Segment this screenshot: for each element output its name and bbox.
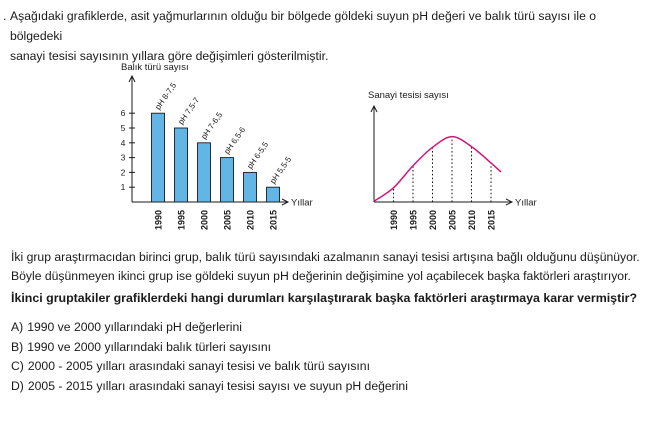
intro-line-1: Aşağıdaki grafiklerde, asit yağmurlarını… (10, 9, 597, 43)
option-b-letter: B) (11, 339, 24, 354)
fish-species-chart: Balık türü sayısı Yıllar 1 2 3 4 5 6 pH 8-7,5 199… (110, 60, 330, 238)
x-tick-label: 2005 (223, 210, 233, 230)
y-axis-title: Balık türü sayısı (121, 62, 189, 73)
bar-data-label: pH 6,5-6 (222, 125, 247, 156)
option-b-text: 1990 ve 2000 yıllarındaki balık türleri … (27, 339, 272, 354)
y-tick-label: 2 (121, 167, 126, 177)
x-tick-label: 2015 (487, 210, 497, 230)
bar (220, 157, 234, 203)
x-axis-arrow (281, 198, 290, 206)
x-tick-label: 2005 (448, 210, 458, 230)
x-tick-label: 2010 (467, 210, 477, 230)
paragraph-line-1: İki grup araştırmacıdan birinci grup, ba… (11, 250, 640, 264)
bar (151, 112, 165, 203)
fish-species-chart-svg: Balık türü sayısı Yıllar 1 2 3 4 5 6 pH 8-7,5 199… (121, 62, 313, 230)
bar-data-label: pH 7-6,5 (199, 110, 224, 141)
option-c[interactable]: C) 2000 - 2005 yılları arasındaki sanayi … (11, 357, 641, 377)
option-a-letter: A) (11, 320, 24, 334)
bar-data-label: pH 5,5-5 (268, 155, 293, 186)
industry-curve (373, 135, 502, 202)
x-tick-label: 1990 (389, 210, 399, 230)
bar-data-label: pH 6-5,5 (245, 140, 270, 171)
paragraph-line-2: Böyle düşünmeyen ikinci grup ise göldeki… (11, 269, 631, 283)
x-axis-title: Yıllar (291, 198, 313, 209)
x-axis-arrow (505, 198, 514, 206)
option-a[interactable]: A) 1990 ve 2000 yıllarındaki pH değerleri… (11, 318, 641, 338)
option-b[interactable]: B) 1990 ve 2000 yıllarındaki balık türler… (11, 338, 641, 358)
y-axis-arrow (128, 74, 136, 83)
industrial-facility-chart: Sanayi tesisi sayısı Yıllar 1990 1995 2000 20… (360, 86, 560, 238)
option-d-text: 2005 - 2015 yılları arasındaki sanayi te… (27, 378, 408, 393)
y-tick-label: 4 (121, 138, 126, 148)
y-tick-label: 5 (121, 123, 126, 133)
industrial-facility-chart-svg: Sanayi tesisi sayısı Yıllar 1990 1995 2000 20… (368, 90, 537, 230)
y-axis-arrow (370, 104, 378, 113)
bar (243, 171, 257, 203)
x-tick-label: 2000 (200, 210, 210, 230)
x-axis-title: Yıllar (515, 198, 537, 209)
y-tick-label: 3 (121, 153, 126, 163)
option-a-text: 1990 ve 2000 yıllarındaki pH değerlerini (27, 320, 242, 334)
x-tick-label: 2010 (246, 210, 256, 230)
x-tick-label: 1995 (409, 210, 419, 230)
option-c-letter: C) (11, 359, 24, 373)
y-axis-title: Sanayi tesisi sayısı (368, 90, 449, 101)
bar-data-label: pH 8-7,5 (153, 81, 178, 112)
y-tick-label: 6 (121, 108, 126, 118)
bar (266, 186, 280, 203)
question-stem: İkinci gruptakiler grafiklerdeki hangi d… (11, 291, 638, 305)
intro-line-2: sanayi tesisi sayısının yıllara göre değ… (10, 49, 329, 63)
option-d[interactable]: D) 2005 - 2015 yılları arasındaki sanayi … (11, 377, 641, 397)
x-tick-label: 2000 (428, 210, 438, 230)
x-tick-label: 1990 (154, 210, 164, 230)
bar (174, 127, 188, 203)
question-intro: . Aşağıdaki grafiklerde, asit yağmurları… (3, 6, 640, 66)
y-tick-label: 1 (121, 182, 126, 192)
option-c-text: 2000 - 2005 yılları arasındaki sanayi te… (27, 359, 370, 373)
research-paragraph: İki grup araştırmacıdan birinci grup, ba… (11, 248, 641, 286)
x-tick-label: 2015 (269, 210, 279, 230)
intro-bullet: . (3, 9, 7, 23)
bar (197, 142, 211, 203)
bar-data-label: pH 7,5-7 (176, 95, 201, 126)
option-d-letter: D) (11, 378, 24, 393)
x-tick-label: 1995 (177, 210, 187, 230)
answer-options: A) 1990 ve 2000 yıllarındaki pH değerleri… (11, 318, 641, 396)
